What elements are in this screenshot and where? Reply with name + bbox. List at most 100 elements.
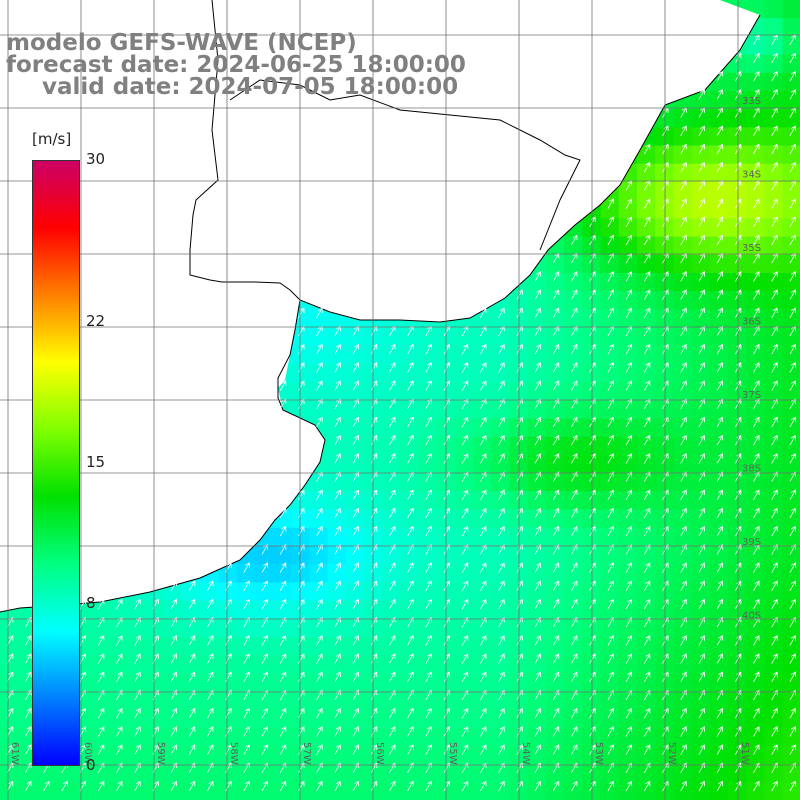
wind-arrow [207, 598, 214, 610]
speed-cell [455, 382, 474, 401]
speed-cell [600, 618, 620, 638]
speed-cell [564, 782, 583, 800]
speed-cell [182, 782, 201, 800]
speed-cell [764, 618, 784, 638]
speed-cell [291, 546, 310, 565]
wind-arrow [116, 744, 123, 755]
speed-cell [728, 709, 747, 729]
wind-arrow [607, 398, 614, 409]
speed-cell [782, 218, 800, 238]
wind-arrow [116, 780, 123, 792]
speed-cell [182, 582, 201, 602]
speed-cell [218, 655, 238, 674]
speed-cell [637, 637, 656, 656]
speed-cell [764, 655, 784, 674]
speed-cell [418, 473, 438, 492]
speed-cell [200, 618, 219, 638]
wind-arrow [461, 780, 469, 792]
speed-cell [291, 691, 310, 711]
speed-cell [91, 709, 110, 729]
wind-arrow [680, 744, 687, 755]
speed-cell [600, 728, 620, 747]
wind-arrow [698, 125, 705, 136]
wind-arrow [643, 216, 651, 227]
speed-cell [418, 600, 438, 620]
wind-arrow [461, 744, 469, 755]
speed-cell [291, 655, 310, 674]
speed-cell [200, 655, 219, 674]
speed-cell [564, 400, 583, 420]
wind-arrow [334, 726, 341, 737]
wind-arrow [789, 780, 796, 792]
latitude-label: 38S [742, 464, 761, 475]
wind-arrow [607, 434, 614, 446]
speed-cell [400, 673, 420, 693]
speed-cell [0, 655, 19, 674]
speed-cell [782, 36, 800, 56]
wind-arrow [480, 780, 487, 792]
speed-cell [709, 600, 729, 620]
speed-cell [309, 364, 329, 383]
wind-arrow [461, 598, 469, 610]
speed-cell [618, 345, 638, 365]
speed-cell [618, 400, 638, 420]
speed-cell [291, 673, 310, 693]
speed-cell [327, 455, 347, 474]
speed-cell [637, 163, 656, 183]
wind-arrow [680, 143, 687, 155]
speed-cell [782, 236, 800, 256]
speed-cell [746, 455, 765, 474]
speed-cell [673, 182, 693, 201]
speed-cell [72, 782, 92, 800]
speed-cell [455, 600, 474, 620]
speed-cell [527, 291, 547, 310]
wind-arrow [534, 653, 542, 664]
wind-arrow [316, 362, 323, 373]
speed-cell [273, 673, 292, 693]
speed-cell [764, 491, 784, 511]
speed-cell [527, 327, 547, 347]
speed-cell [400, 564, 420, 583]
wind-arrow [643, 780, 651, 792]
wind-arrow [680, 562, 687, 573]
speed-cell [382, 509, 401, 529]
speed-cell [764, 382, 784, 401]
speed-cell [746, 473, 765, 492]
longitude-label: 60W [82, 742, 93, 765]
speed-cell [345, 345, 365, 365]
wind-arrow [298, 562, 305, 573]
speed-cell [564, 582, 583, 602]
speed-cell [691, 364, 711, 383]
speed-cell [473, 473, 492, 492]
wind-arrow [261, 726, 269, 737]
wind-arrow [334, 580, 341, 591]
speed-cell [473, 527, 492, 547]
wind-arrow [43, 780, 50, 792]
wind-arrow [425, 434, 432, 446]
speed-cell [345, 364, 365, 383]
wind-arrow [552, 289, 560, 300]
speed-cell [618, 418, 638, 438]
speed-cell [455, 345, 474, 365]
speed-cell [746, 163, 765, 183]
wind-arrow [425, 635, 432, 646]
wind-arrow [625, 562, 633, 573]
speed-cell [91, 673, 110, 693]
wind-arrow [571, 453, 578, 464]
speed-cell [418, 509, 438, 529]
wind-arrow [625, 453, 633, 464]
wind-arrow [607, 653, 614, 664]
wind-arrow [97, 635, 105, 646]
wind-arrow [753, 580, 760, 591]
coastline [0, 0, 761, 613]
wind-arrow [480, 726, 487, 737]
speed-cell [527, 309, 547, 329]
wind-arrow [716, 744, 724, 755]
wind-arrow [771, 635, 778, 646]
wind-arrow [625, 525, 633, 537]
wind-arrow [789, 471, 796, 482]
wind-arrow [552, 507, 560, 519]
wind-arrow [516, 653, 523, 664]
speed-cell [709, 764, 729, 784]
speed-cell [618, 600, 638, 620]
